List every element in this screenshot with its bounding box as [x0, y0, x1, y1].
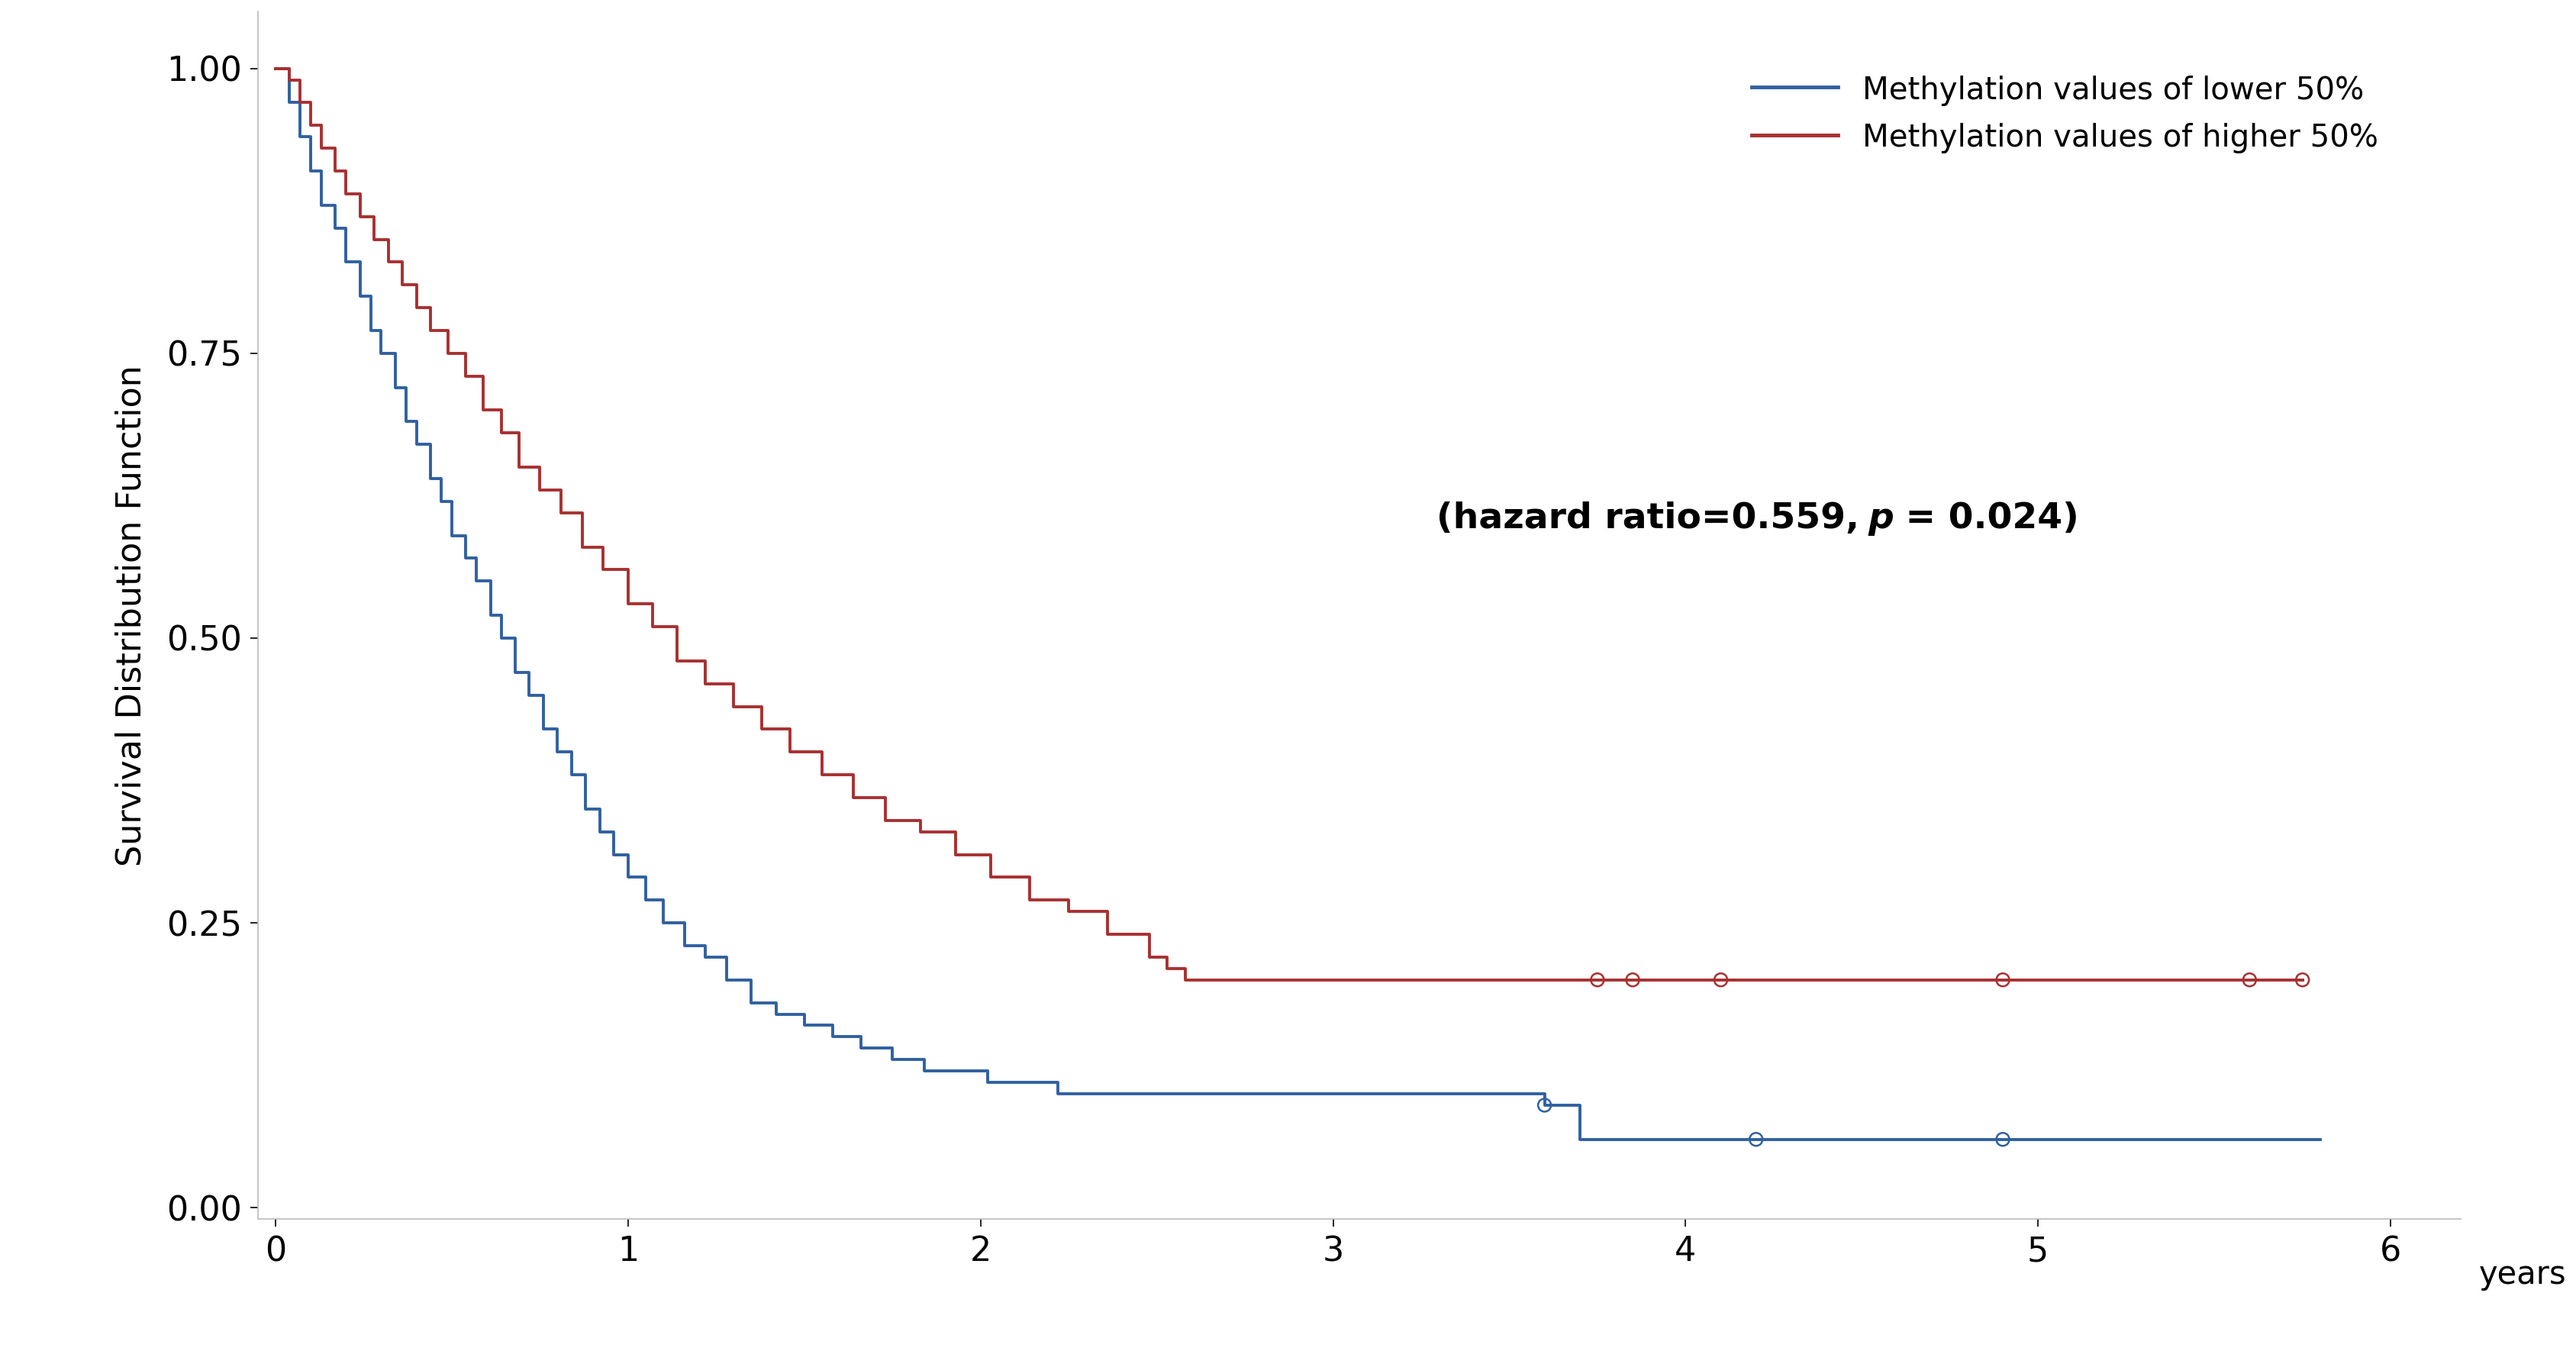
Point: [1981, 1128, 2022, 1150]
Point: [2228, 969, 2269, 990]
Point: [1577, 969, 1618, 990]
Legend: Methylation values of lower 50%, Methylation values of higher 50%: Methylation values of lower 50%, Methyla…: [1739, 63, 2391, 166]
Text: p: p: [1868, 501, 1893, 536]
Point: [1613, 969, 1654, 990]
Point: [1525, 1094, 1566, 1116]
Point: [2282, 969, 2324, 990]
Y-axis label: Survival Distribution Function: Survival Distribution Function: [113, 365, 147, 866]
Point: [1736, 1128, 1777, 1150]
Text: = 0.024): = 0.024): [1893, 501, 2079, 536]
Text: (hazard ratio=0.559,: (hazard ratio=0.559,: [1437, 501, 1873, 536]
Point: [1981, 969, 2022, 990]
Text: years: years: [2478, 1259, 2566, 1292]
Point: [1700, 969, 1741, 990]
